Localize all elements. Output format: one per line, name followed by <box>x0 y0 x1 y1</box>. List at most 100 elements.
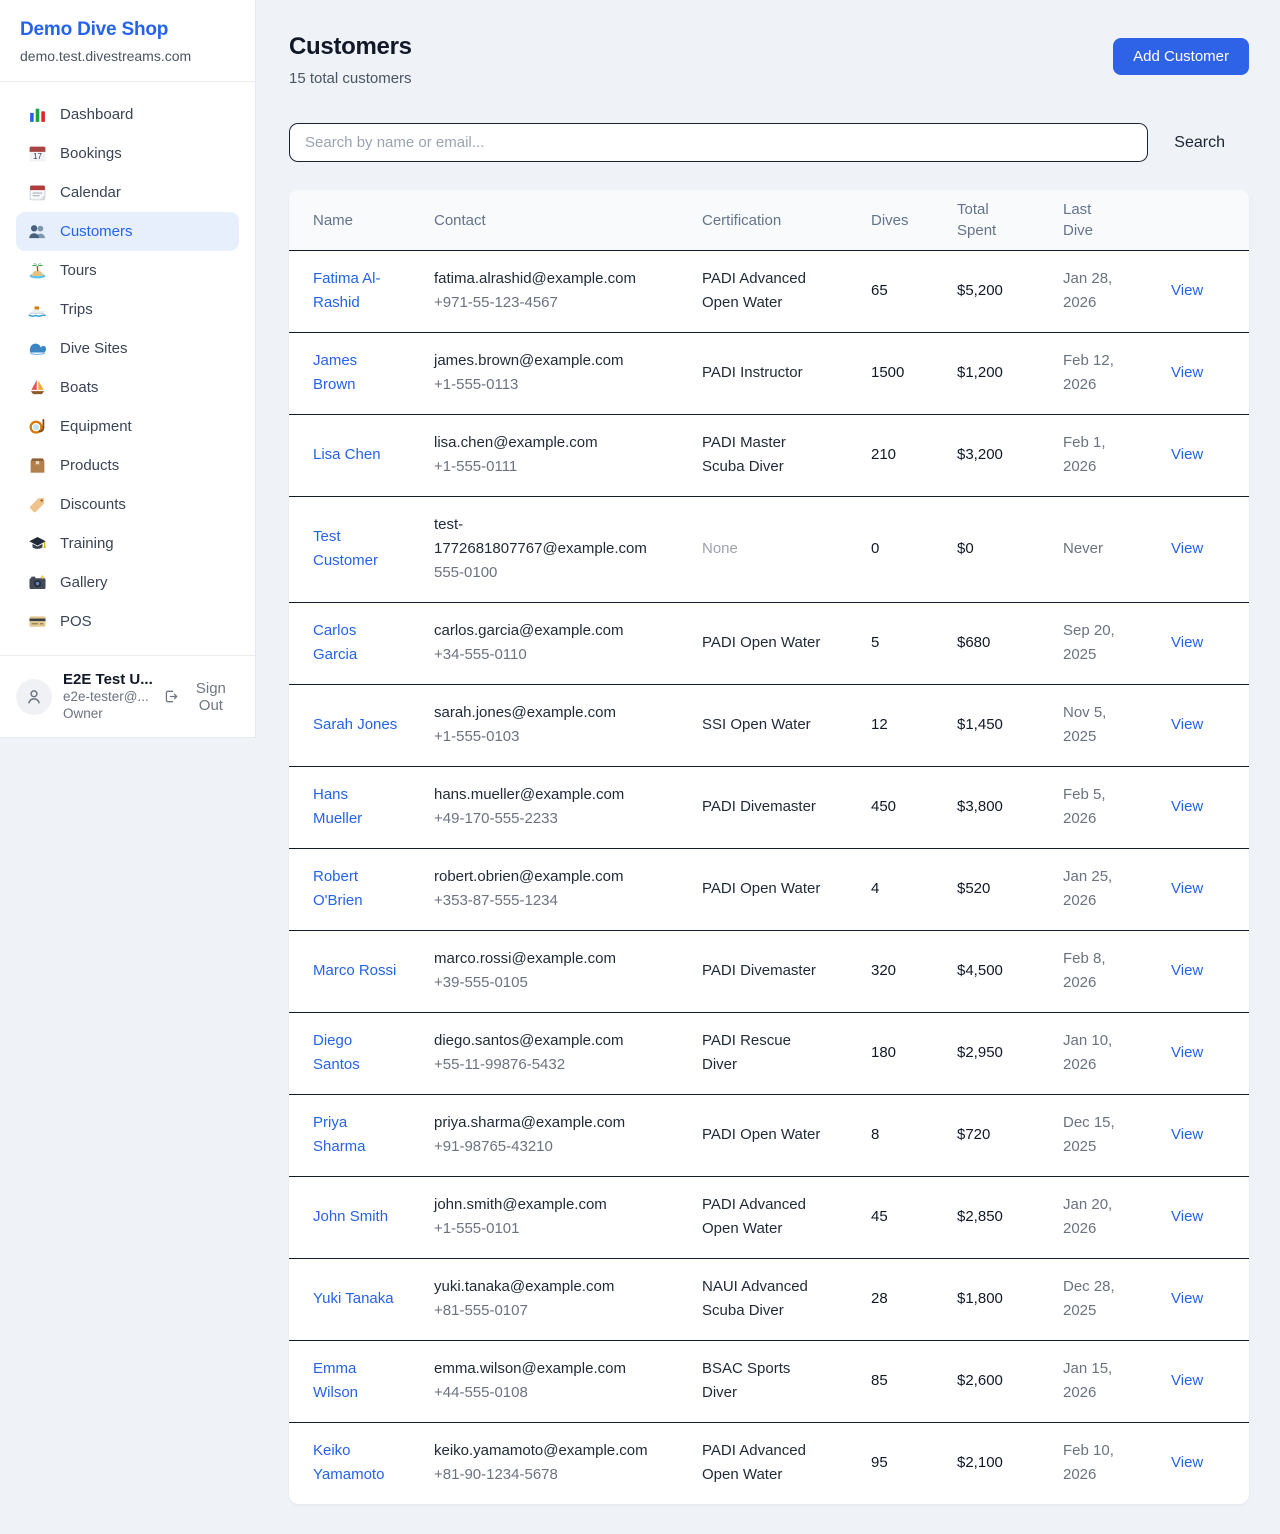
customer-name-link[interactable]: James Brown <box>313 352 358 393</box>
view-link[interactable]: View <box>1171 1290 1204 1307</box>
sign-out-button[interactable]: Sign Out <box>163 680 237 714</box>
customer-dives: 5 <box>871 634 880 651</box>
customer-name-link[interactable]: Diego Santos <box>313 1032 360 1073</box>
customer-certification: PADI Instructor <box>702 364 803 381</box>
sidebar-item-label: Discounts <box>60 496 126 513</box>
customer-dives: 85 <box>871 1372 888 1389</box>
customer-name-link[interactable]: Yuki Tanaka <box>313 1290 394 1307</box>
sidebar-item-products[interactable]: Products <box>16 446 239 485</box>
customer-name-link[interactable]: Carlos Garcia <box>313 622 358 663</box>
sidebar-item-training[interactable]: Training <box>16 524 239 563</box>
page-title: Customers <box>289 33 412 60</box>
customer-name-link[interactable]: John Smith <box>313 1208 389 1225</box>
sidebar-item-dashboard[interactable]: Dashboard <box>16 95 239 134</box>
customer-last-dive: Jan 20, 2026 <box>1063 1196 1113 1237</box>
view-link[interactable]: View <box>1171 364 1204 381</box>
customer-total-spent: $1,450 <box>957 716 1003 733</box>
tag-icon <box>28 495 47 514</box>
customer-dives: 45 <box>871 1208 888 1225</box>
table-row: James Brown james.brown@example.com +1-5… <box>289 332 1249 415</box>
sidebar-item-label: Equipment <box>60 418 132 435</box>
customer-email: lisa.chen@example.com <box>434 434 598 451</box>
view-link[interactable]: View <box>1171 1454 1204 1471</box>
customer-total-spent: $720 <box>957 1126 991 1143</box>
view-link[interactable]: View <box>1171 1126 1204 1143</box>
sidebar-item-label: Trips <box>60 301 93 318</box>
customer-email: emma.wilson@example.com <box>434 1360 626 1377</box>
customer-email: yuki.tanaka@example.com <box>434 1278 615 1295</box>
sidebar-item-pos[interactable]: POS <box>16 602 239 641</box>
shop-title: Demo Dive Shop <box>20 19 169 40</box>
sidebar-item-trips[interactable]: Trips <box>16 290 239 329</box>
sidebar-item-boats[interactable]: Boats <box>16 368 239 407</box>
view-link[interactable]: View <box>1171 446 1204 463</box>
sidebar-item-label: Dive Sites <box>60 340 128 357</box>
customer-last-dive: Jan 10, 2026 <box>1063 1032 1113 1073</box>
customer-name-link[interactable]: Marco Rossi <box>313 962 397 979</box>
customer-name-link[interactable]: Priya Sharma <box>313 1114 366 1155</box>
graduation-cap-icon <box>28 534 47 553</box>
view-link[interactable]: View <box>1171 798 1204 815</box>
customer-name-link[interactable]: Robert O'Brien <box>313 868 363 909</box>
sidebar-item-label: Training <box>60 535 114 552</box>
customer-email: keiko.yamamoto@example.com <box>434 1442 648 1459</box>
sidebar-item-bookings[interactable]: 17 Bookings <box>16 134 239 173</box>
customer-name-link[interactable]: Keiko Yamamoto <box>313 1442 385 1483</box>
sidebar-item-calendar[interactable]: Calendar <box>16 173 239 212</box>
sidebar-item-tours[interactable]: Tours <box>16 251 239 290</box>
customer-name-link[interactable]: Sarah Jones <box>313 716 398 733</box>
view-link[interactable]: View <box>1171 1208 1204 1225</box>
view-link[interactable]: View <box>1171 880 1204 897</box>
view-link[interactable]: View <box>1171 634 1204 651</box>
column-header-contact: Contact <box>434 190 702 251</box>
view-link[interactable]: View <box>1171 540 1204 557</box>
customer-name-link[interactable]: Emma Wilson <box>313 1360 359 1401</box>
customer-email: james.brown@example.com <box>434 352 624 369</box>
customer-last-dive: Jan 28, 2026 <box>1063 270 1113 311</box>
customer-name-link[interactable]: Test Customer <box>313 528 379 569</box>
sidebar-item-gallery[interactable]: Gallery <box>16 563 239 602</box>
customer-certification: PADI Master Scuba Diver <box>702 434 786 475</box>
customers-table: Name Contact Certification Dives Total S… <box>289 190 1249 1504</box>
view-link[interactable]: View <box>1171 716 1204 733</box>
customer-certification: BSAC Sports Diver <box>702 1360 791 1401</box>
customer-dives: 180 <box>871 1044 897 1061</box>
customer-name-link[interactable]: Hans Mueller <box>313 786 363 827</box>
customer-phone: +49-170-555-2233 <box>434 810 558 827</box>
view-link[interactable]: View <box>1171 282 1204 299</box>
sailboat-icon <box>28 378 47 397</box>
customer-dives: 4 <box>871 880 880 897</box>
sidebar-item-customers[interactable]: Customers <box>16 212 239 251</box>
avatar <box>16 678 52 715</box>
search-input[interactable] <box>289 123 1149 162</box>
customer-last-dive: Nov 5, 2025 <box>1063 704 1107 745</box>
customer-certification: PADI Divemaster <box>702 962 816 979</box>
sidebar-item-dive-sites[interactable]: Dive Sites <box>16 329 239 368</box>
sidebar-item-discounts[interactable]: Discounts <box>16 485 239 524</box>
shop-domain: demo.test.divestreams.com <box>20 48 192 64</box>
island-icon <box>28 261 47 280</box>
sidebar-item-equipment[interactable]: Equipment <box>16 407 239 446</box>
add-customer-button[interactable]: Add Customer <box>1113 38 1249 75</box>
sidebar-nav: Dashboard 17 Bookings Calendar Customers Tour… <box>0 82 255 655</box>
table-row: Sarah Jones sarah.jones@example.com +1-5… <box>289 684 1249 767</box>
customer-email: sarah.jones@example.com <box>434 704 616 721</box>
customer-last-dive: Feb 8, 2026 <box>1063 950 1106 991</box>
sidebar-item-label: Dashboard <box>60 106 134 123</box>
column-header-certification: Certification <box>702 190 871 251</box>
customer-email: test- 1772681807767@example.com <box>434 516 647 557</box>
view-link[interactable]: View <box>1171 1372 1204 1389</box>
wave-icon <box>28 339 47 358</box>
search-button[interactable]: Search <box>1148 134 1249 152</box>
view-link[interactable]: View <box>1171 1044 1204 1061</box>
customer-name-link[interactable]: Lisa Chen <box>313 446 381 463</box>
sidebar-item-label: Customers <box>60 223 133 240</box>
view-link[interactable]: View <box>1171 962 1204 979</box>
customer-name-link[interactable]: Fatima Al- Rashid <box>313 270 381 311</box>
table-row: Yuki Tanaka yuki.tanaka@example.com +81-… <box>289 1258 1249 1341</box>
table-row: Marco Rossi marco.rossi@example.com +39-… <box>289 930 1249 1013</box>
package-icon <box>28 456 47 475</box>
table-row: Test Customer test- 1772681807767@exampl… <box>289 496 1249 603</box>
user-panel: E2E Test U... e2e-tester@... Owner Sign … <box>0 655 255 737</box>
calendar-icon <box>28 183 47 202</box>
